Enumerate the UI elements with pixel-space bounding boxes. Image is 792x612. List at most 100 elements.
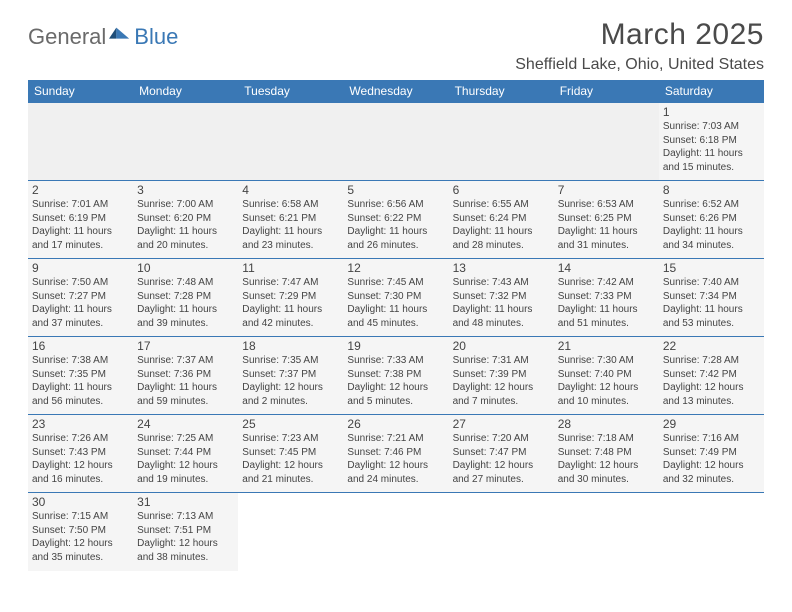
calendar-week-row: 1Sunrise: 7:03 AMSunset: 6:18 PMDaylight… [28, 103, 764, 181]
calendar-day-cell: 4Sunrise: 6:58 AMSunset: 6:21 PMDaylight… [238, 181, 343, 259]
day-number: 17 [137, 339, 234, 353]
day-header: Saturday [659, 80, 764, 103]
calendar-empty-cell [238, 103, 343, 181]
calendar-day-cell: 7Sunrise: 6:53 AMSunset: 6:25 PMDaylight… [554, 181, 659, 259]
day-number: 4 [242, 183, 339, 197]
day-number: 27 [453, 417, 550, 431]
day-info: Sunrise: 7:01 AMSunset: 6:19 PMDaylight:… [32, 198, 129, 252]
day-info: Sunrise: 7:42 AMSunset: 7:33 PMDaylight:… [558, 276, 655, 330]
day-number: 21 [558, 339, 655, 353]
day-number: 7 [558, 183, 655, 197]
calendar-day-cell: 22Sunrise: 7:28 AMSunset: 7:42 PMDayligh… [659, 337, 764, 415]
day-info: Sunrise: 7:23 AMSunset: 7:45 PMDaylight:… [242, 432, 339, 486]
day-header: Tuesday [238, 80, 343, 103]
header: General Blue March 2025 Sheffield Lake, … [28, 18, 764, 74]
calendar-page: General Blue March 2025 Sheffield Lake, … [0, 0, 792, 581]
day-info: Sunrise: 7:30 AMSunset: 7:40 PMDaylight:… [558, 354, 655, 408]
day-info: Sunrise: 7:28 AMSunset: 7:42 PMDaylight:… [663, 354, 760, 408]
calendar-week-row: 16Sunrise: 7:38 AMSunset: 7:35 PMDayligh… [28, 337, 764, 415]
calendar-day-cell: 14Sunrise: 7:42 AMSunset: 7:33 PMDayligh… [554, 259, 659, 337]
calendar-week-row: 2Sunrise: 7:01 AMSunset: 6:19 PMDaylight… [28, 181, 764, 259]
calendar-day-cell: 26Sunrise: 7:21 AMSunset: 7:46 PMDayligh… [343, 415, 448, 493]
day-number: 15 [663, 261, 760, 275]
day-info: Sunrise: 6:56 AMSunset: 6:22 PMDaylight:… [347, 198, 444, 252]
day-info: Sunrise: 7:20 AMSunset: 7:47 PMDaylight:… [453, 432, 550, 486]
day-number: 5 [347, 183, 444, 197]
logo: General Blue [28, 18, 178, 50]
logo-mark-icon [109, 25, 131, 43]
day-info: Sunrise: 6:55 AMSunset: 6:24 PMDaylight:… [453, 198, 550, 252]
day-info: Sunrise: 7:18 AMSunset: 7:48 PMDaylight:… [558, 432, 655, 486]
calendar-day-cell: 23Sunrise: 7:26 AMSunset: 7:43 PMDayligh… [28, 415, 133, 493]
calendar-day-cell: 17Sunrise: 7:37 AMSunset: 7:36 PMDayligh… [133, 337, 238, 415]
calendar-day-cell: 1Sunrise: 7:03 AMSunset: 6:18 PMDaylight… [659, 103, 764, 181]
day-number: 29 [663, 417, 760, 431]
page-title: March 2025 [515, 18, 764, 52]
calendar-day-cell: 12Sunrise: 7:45 AMSunset: 7:30 PMDayligh… [343, 259, 448, 337]
calendar-empty-cell [28, 103, 133, 181]
day-info: Sunrise: 7:50 AMSunset: 7:27 PMDaylight:… [32, 276, 129, 330]
day-info: Sunrise: 7:15 AMSunset: 7:50 PMDaylight:… [32, 510, 129, 564]
calendar-empty-cell [449, 103, 554, 181]
calendar-day-cell: 2Sunrise: 7:01 AMSunset: 6:19 PMDaylight… [28, 181, 133, 259]
calendar-day-cell: 3Sunrise: 7:00 AMSunset: 6:20 PMDaylight… [133, 181, 238, 259]
calendar-day-cell: 15Sunrise: 7:40 AMSunset: 7:34 PMDayligh… [659, 259, 764, 337]
day-header: Wednesday [343, 80, 448, 103]
calendar-day-cell: 8Sunrise: 6:52 AMSunset: 6:26 PMDaylight… [659, 181, 764, 259]
day-header: Thursday [449, 80, 554, 103]
day-number: 19 [347, 339, 444, 353]
day-info: Sunrise: 7:40 AMSunset: 7:34 PMDaylight:… [663, 276, 760, 330]
calendar-empty-cell [343, 103, 448, 181]
calendar-day-cell: 21Sunrise: 7:30 AMSunset: 7:40 PMDayligh… [554, 337, 659, 415]
calendar-day-cell: 20Sunrise: 7:31 AMSunset: 7:39 PMDayligh… [449, 337, 554, 415]
day-info: Sunrise: 6:52 AMSunset: 6:26 PMDaylight:… [663, 198, 760, 252]
day-number: 28 [558, 417, 655, 431]
day-info: Sunrise: 7:45 AMSunset: 7:30 PMDaylight:… [347, 276, 444, 330]
title-block: March 2025 Sheffield Lake, Ohio, United … [515, 18, 764, 74]
calendar-empty-cell [554, 493, 659, 571]
day-info: Sunrise: 7:26 AMSunset: 7:43 PMDaylight:… [32, 432, 129, 486]
day-number: 30 [32, 495, 129, 509]
calendar-day-cell: 10Sunrise: 7:48 AMSunset: 7:28 PMDayligh… [133, 259, 238, 337]
day-info: Sunrise: 6:53 AMSunset: 6:25 PMDaylight:… [558, 198, 655, 252]
calendar-day-cell: 25Sunrise: 7:23 AMSunset: 7:45 PMDayligh… [238, 415, 343, 493]
day-info: Sunrise: 7:43 AMSunset: 7:32 PMDaylight:… [453, 276, 550, 330]
calendar-day-cell: 18Sunrise: 7:35 AMSunset: 7:37 PMDayligh… [238, 337, 343, 415]
day-number: 24 [137, 417, 234, 431]
calendar-day-cell: 11Sunrise: 7:47 AMSunset: 7:29 PMDayligh… [238, 259, 343, 337]
calendar-empty-cell [133, 103, 238, 181]
calendar-empty-cell [659, 493, 764, 571]
day-number: 11 [242, 261, 339, 275]
calendar-day-cell: 31Sunrise: 7:13 AMSunset: 7:51 PMDayligh… [133, 493, 238, 571]
day-number: 3 [137, 183, 234, 197]
calendar-empty-cell [238, 493, 343, 571]
day-header: Sunday [28, 80, 133, 103]
day-number: 8 [663, 183, 760, 197]
calendar-day-cell: 13Sunrise: 7:43 AMSunset: 7:32 PMDayligh… [449, 259, 554, 337]
calendar-day-cell: 30Sunrise: 7:15 AMSunset: 7:50 PMDayligh… [28, 493, 133, 571]
calendar-empty-cell [449, 493, 554, 571]
day-info: Sunrise: 7:25 AMSunset: 7:44 PMDaylight:… [137, 432, 234, 486]
day-info: Sunrise: 7:33 AMSunset: 7:38 PMDaylight:… [347, 354, 444, 408]
calendar-empty-cell [554, 103, 659, 181]
logo-word2: Blue [134, 24, 178, 50]
day-info: Sunrise: 7:21 AMSunset: 7:46 PMDaylight:… [347, 432, 444, 486]
day-header-row: SundayMondayTuesdayWednesdayThursdayFrid… [28, 80, 764, 103]
calendar-day-cell: 24Sunrise: 7:25 AMSunset: 7:44 PMDayligh… [133, 415, 238, 493]
logo-word1: General [28, 24, 106, 50]
calendar-day-cell: 28Sunrise: 7:18 AMSunset: 7:48 PMDayligh… [554, 415, 659, 493]
day-header: Monday [133, 80, 238, 103]
day-number: 26 [347, 417, 444, 431]
calendar-day-cell: 9Sunrise: 7:50 AMSunset: 7:27 PMDaylight… [28, 259, 133, 337]
day-number: 2 [32, 183, 129, 197]
calendar-week-row: 9Sunrise: 7:50 AMSunset: 7:27 PMDaylight… [28, 259, 764, 337]
calendar-table: SundayMondayTuesdayWednesdayThursdayFrid… [28, 80, 764, 571]
calendar-week-row: 30Sunrise: 7:15 AMSunset: 7:50 PMDayligh… [28, 493, 764, 571]
day-info: Sunrise: 6:58 AMSunset: 6:21 PMDaylight:… [242, 198, 339, 252]
day-info: Sunrise: 7:38 AMSunset: 7:35 PMDaylight:… [32, 354, 129, 408]
location-subtitle: Sheffield Lake, Ohio, United States [515, 56, 764, 74]
day-number: 16 [32, 339, 129, 353]
day-number: 12 [347, 261, 444, 275]
calendar-day-cell: 29Sunrise: 7:16 AMSunset: 7:49 PMDayligh… [659, 415, 764, 493]
calendar-day-cell: 5Sunrise: 6:56 AMSunset: 6:22 PMDaylight… [343, 181, 448, 259]
